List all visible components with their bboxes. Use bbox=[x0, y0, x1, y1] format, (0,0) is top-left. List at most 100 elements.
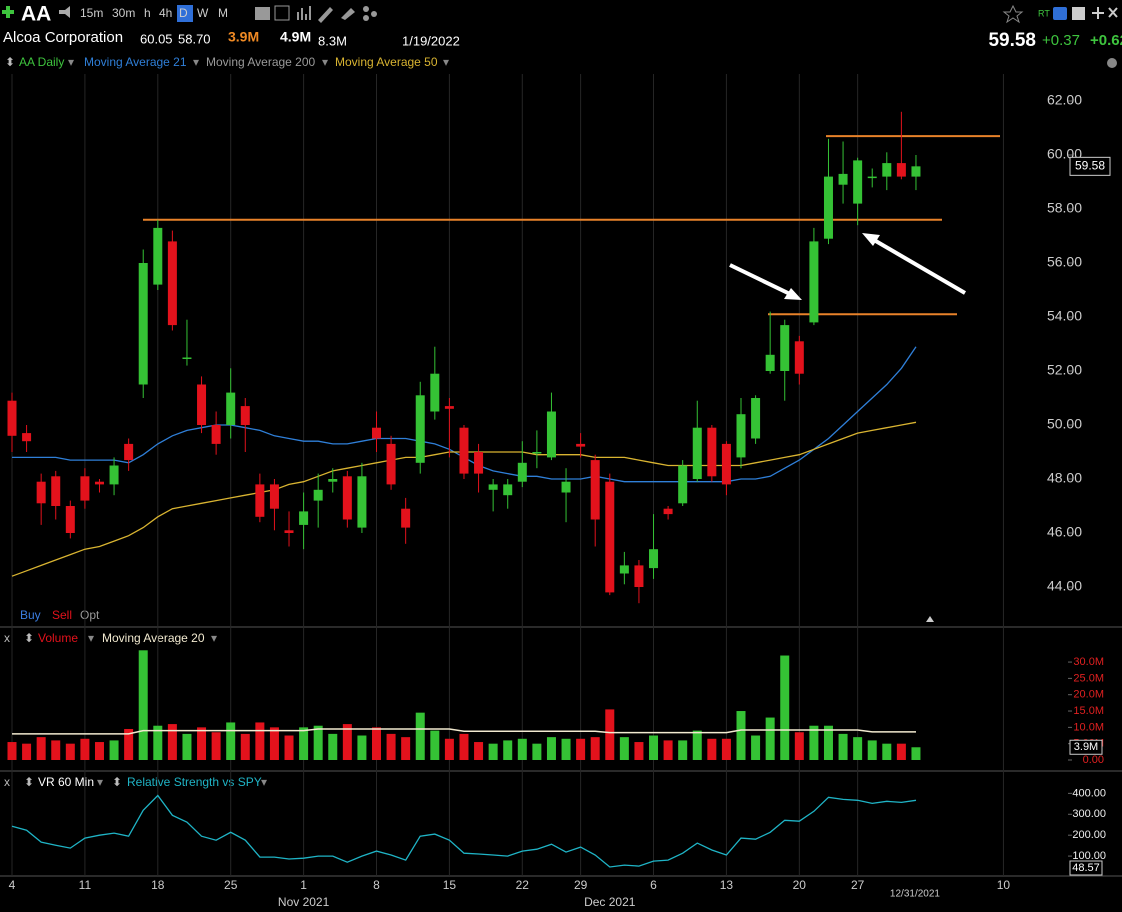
legend-entry[interactable]: Relative Strength vs SPY bbox=[127, 775, 262, 789]
tool-icon[interactable] bbox=[255, 7, 270, 20]
tool-icon[interactable] bbox=[363, 6, 369, 12]
toolbar: AA RT 15m 30m h 4h D W M bbox=[2, 3, 1118, 26]
dropdown-arrow[interactable]: ▾ bbox=[261, 775, 267, 789]
quote-date: 1/19/2022 bbox=[402, 33, 460, 48]
buy-button[interactable]: Buy bbox=[20, 608, 41, 622]
drag-icon[interactable]: ⬍ bbox=[24, 631, 34, 645]
drag-icon[interactable]: ⬍ bbox=[5, 55, 15, 69]
interval-button[interactable]: 15m bbox=[80, 6, 103, 20]
interval-button[interactable]: D bbox=[179, 6, 188, 20]
dropdown-arrow[interactable]: ▾ bbox=[88, 631, 94, 645]
tool-icon[interactable] bbox=[371, 11, 377, 17]
y-tick-label: 52.00 bbox=[1047, 362, 1082, 378]
volume: 3.9M bbox=[228, 29, 259, 45]
legend-entry[interactable]: Volume bbox=[38, 631, 78, 645]
interval-button[interactable]: h bbox=[144, 6, 151, 20]
x-tick-label: 13 bbox=[720, 878, 734, 892]
sound-icon[interactable] bbox=[59, 6, 70, 18]
last-volume-box bbox=[1069, 739, 1103, 755]
dropdown-arrow[interactable]: ▾ bbox=[322, 55, 328, 69]
dropdown-arrow[interactable]: ▾ bbox=[443, 55, 449, 69]
study-name[interactable]: VR 60 Min bbox=[38, 775, 94, 789]
volume-bar bbox=[124, 728, 134, 760]
drag-icon[interactable]: ⬍ bbox=[112, 775, 122, 789]
volume-bar bbox=[590, 737, 600, 760]
candle-body bbox=[605, 481, 615, 593]
last-price: 59.58 bbox=[988, 30, 1036, 51]
s-icon[interactable] bbox=[1053, 7, 1067, 20]
candle-body bbox=[590, 460, 600, 520]
tool-icon[interactable] bbox=[297, 6, 311, 20]
settings-icon[interactable] bbox=[1107, 58, 1117, 68]
candle-body bbox=[444, 406, 454, 409]
volume-bar bbox=[167, 724, 177, 760]
tool-icon[interactable] bbox=[363, 15, 369, 21]
candle-body bbox=[372, 427, 381, 439]
active-interval-bg bbox=[177, 5, 193, 22]
tool-icon[interactable] bbox=[274, 5, 290, 21]
volume-bar bbox=[182, 733, 192, 760]
volume-bar bbox=[882, 743, 892, 760]
y-tick-label: 20.0M bbox=[1073, 689, 1104, 701]
dropdown-arrow[interactable]: ▾ bbox=[193, 55, 199, 69]
legend-entry[interactable]: Moving Average 200 bbox=[206, 55, 316, 69]
close-pane[interactable]: x bbox=[4, 775, 10, 789]
candle-body bbox=[36, 481, 46, 504]
x-tick-label: 8 bbox=[373, 878, 380, 892]
legend-entry[interactable]: Moving Average 21 bbox=[84, 55, 187, 69]
candle-body bbox=[22, 433, 32, 442]
volume-bar bbox=[65, 743, 75, 760]
candle-body bbox=[780, 325, 790, 371]
candle-body bbox=[619, 565, 629, 574]
tool-icon[interactable] bbox=[318, 7, 333, 23]
candle-body bbox=[299, 511, 309, 525]
symbol[interactable]: AA bbox=[21, 3, 51, 26]
volume-bar bbox=[226, 722, 236, 760]
volume-bar bbox=[532, 743, 542, 760]
candle-body bbox=[882, 163, 892, 177]
volume-bar bbox=[503, 740, 513, 760]
interval-button[interactable]: 4h bbox=[159, 6, 172, 20]
candle-body bbox=[211, 425, 221, 444]
x-tick-label: 27 bbox=[851, 878, 865, 892]
candle-body bbox=[649, 549, 659, 569]
y-tick-label: 44.00 bbox=[1047, 578, 1082, 594]
interval-button[interactable]: M bbox=[218, 6, 228, 20]
volume-bar bbox=[299, 727, 309, 760]
dropdown-arrow[interactable]: ▾ bbox=[68, 55, 74, 69]
volume-bar bbox=[444, 738, 454, 760]
volume-bar bbox=[7, 742, 17, 760]
rt-icon[interactable]: RT bbox=[1038, 8, 1050, 18]
volume-bar bbox=[138, 650, 148, 760]
legend-entry[interactable]: Moving Average 50 bbox=[335, 55, 438, 69]
y-tick-label: 56.00 bbox=[1047, 254, 1082, 270]
volume-bar bbox=[605, 709, 615, 760]
close-pane[interactable]: x bbox=[4, 631, 10, 645]
candle-body bbox=[167, 241, 177, 326]
interval-button[interactable]: 30m bbox=[112, 6, 135, 20]
interval-button[interactable]: W bbox=[197, 6, 209, 20]
legend-entry[interactable]: Moving Average 20 bbox=[102, 631, 205, 645]
candle-body bbox=[313, 489, 323, 501]
scroll-marker[interactable] bbox=[926, 616, 934, 622]
opt-button[interactable]: Opt bbox=[80, 608, 100, 622]
dropdown-arrow[interactable]: ▾ bbox=[211, 631, 217, 645]
close-icon[interactable] bbox=[1108, 7, 1118, 18]
x-tick-label: 1 bbox=[300, 878, 307, 892]
drag-icon[interactable]: ⬍ bbox=[24, 775, 34, 789]
save-icon[interactable] bbox=[1072, 7, 1085, 20]
y-tick-label: 100.00 bbox=[1072, 850, 1106, 862]
candle-body bbox=[561, 481, 571, 493]
volume-bar bbox=[269, 727, 279, 760]
candle-body bbox=[794, 341, 804, 374]
legend-entry[interactable]: AA Daily bbox=[19, 55, 64, 69]
candle-body bbox=[663, 508, 673, 515]
move-icon[interactable] bbox=[1092, 7, 1104, 19]
dropdown-arrow[interactable]: ▾ bbox=[97, 775, 103, 789]
sell-button[interactable]: Sell bbox=[52, 608, 72, 622]
add-icon[interactable] bbox=[2, 6, 14, 18]
x-tick-label: 15 bbox=[443, 878, 457, 892]
favorite-icon[interactable] bbox=[1002, 4, 1024, 24]
x-tick-label: 18 bbox=[151, 878, 165, 892]
tool-icon[interactable] bbox=[341, 8, 355, 20]
